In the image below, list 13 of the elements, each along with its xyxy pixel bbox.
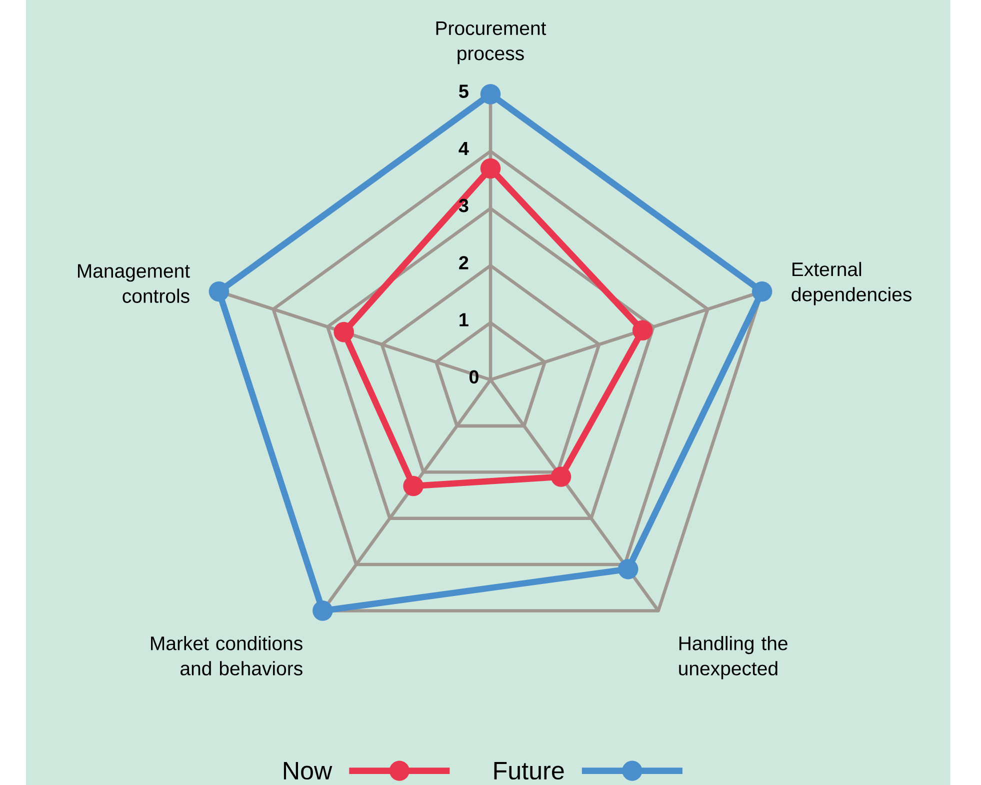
y-tick-label: 4 [458, 142, 469, 155]
spoke-label: Management controls [78, 264, 190, 303]
legend-label: Future [494, 762, 564, 780]
spoke-label: External dependencies [792, 262, 912, 306]
spoke-label: Market conditions and behaviors [151, 636, 302, 676]
y-tick-label: 2 [459, 256, 468, 270]
y-tick-label: 1 [460, 313, 468, 326]
spoke-label: Procurement process [436, 22, 546, 64]
spoke-label: Handling the unexpected [679, 636, 788, 680]
y-tick-label: 5 [459, 84, 468, 98]
y-tick-label: 3 [458, 198, 468, 212]
y-tick-label: 0 [469, 370, 478, 384]
legend-label: Now [284, 762, 332, 780]
